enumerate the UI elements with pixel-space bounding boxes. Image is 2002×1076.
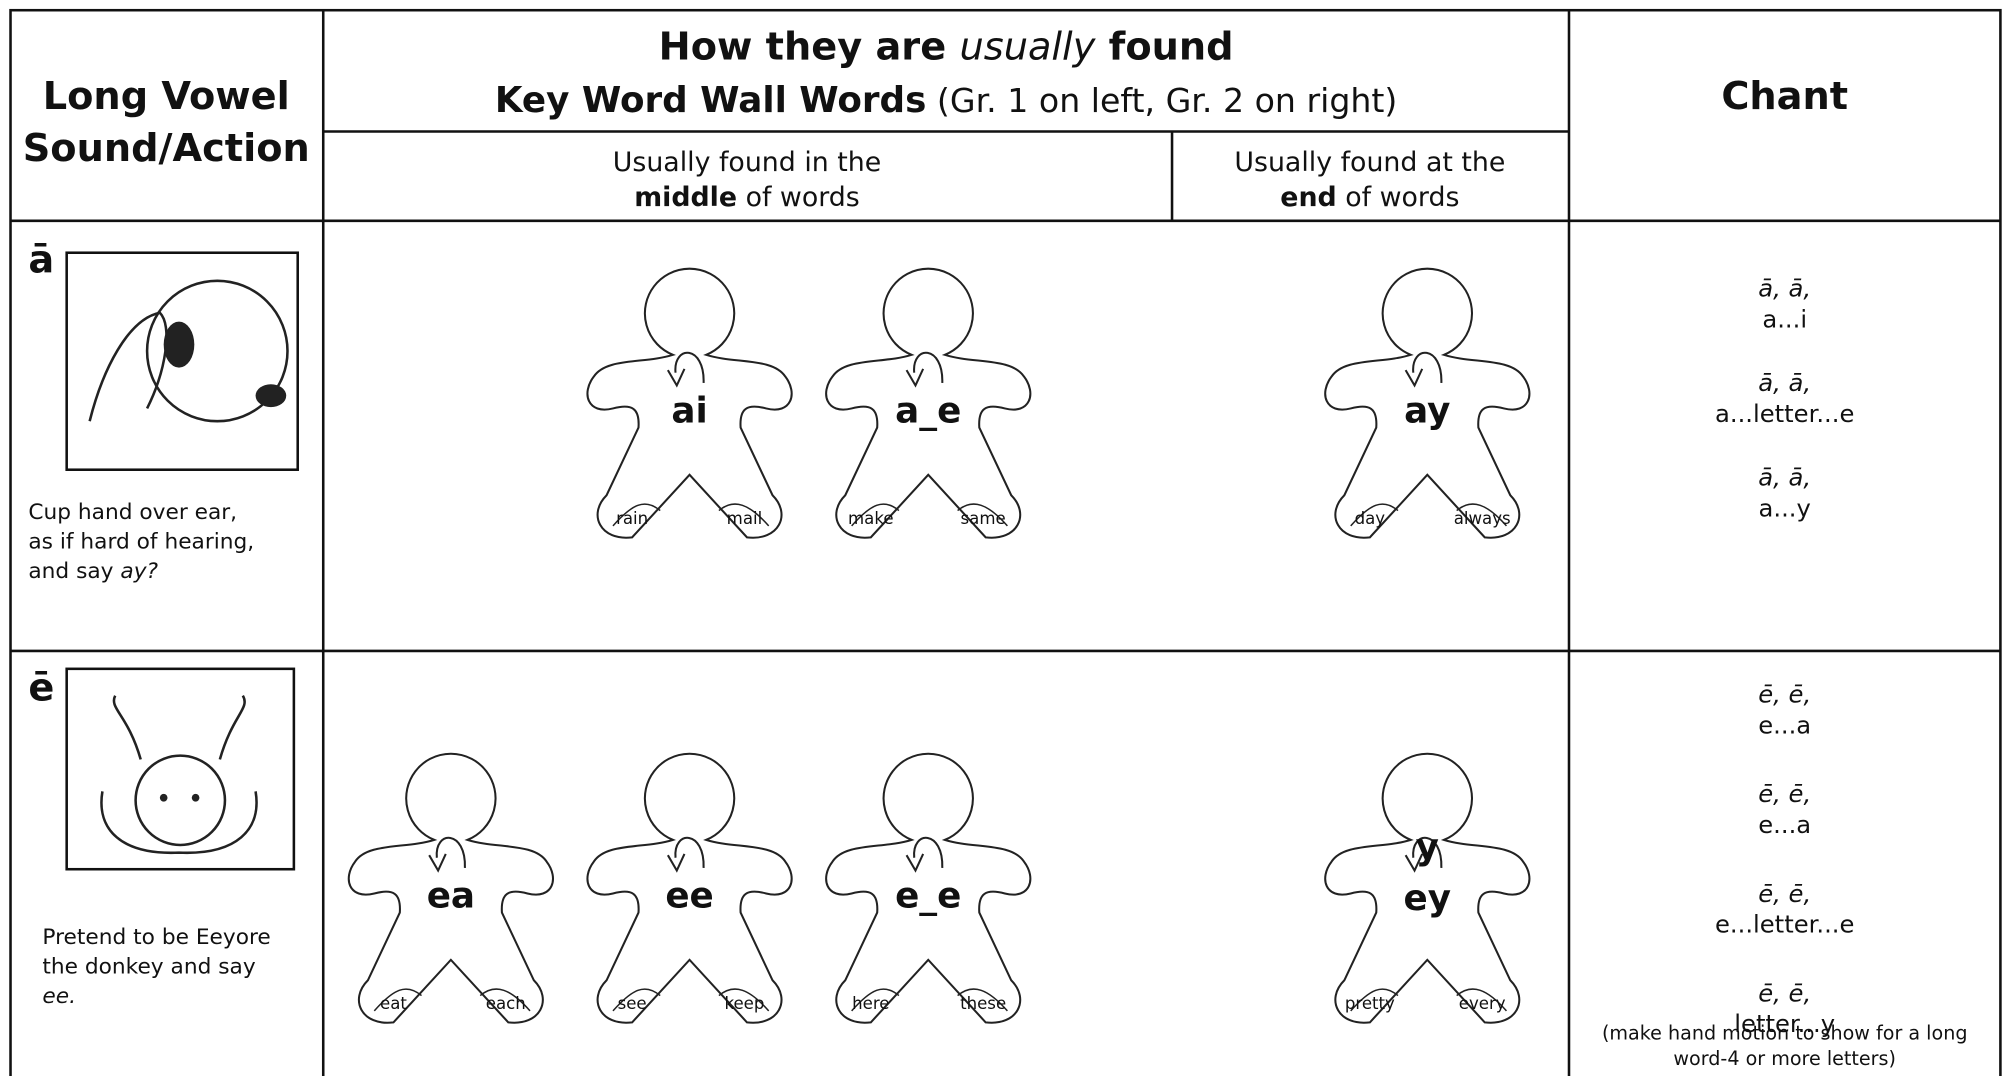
subtitle-bold: Key Word Wall Words <box>495 80 927 121</box>
gingerbread-card: ee see keep <box>586 752 793 1024</box>
spelling-pattern: e_e <box>895 875 961 916</box>
description-text: Cup hand over ear, <box>28 500 237 525</box>
column-header: Long Vowel <box>43 74 290 119</box>
word-wall-word: here <box>852 994 889 1013</box>
word-wall-word: make <box>848 509 894 528</box>
word-wall-word: every <box>1459 994 1506 1013</box>
spelling-pattern: y <box>1416 827 1439 868</box>
description-emphasis: ee. <box>42 984 76 1009</box>
chant-pattern: e...letter...e <box>1715 909 1854 938</box>
spelling-pattern: ea <box>427 875 475 916</box>
subheader-text: of words <box>1337 181 1460 212</box>
action-picture <box>65 251 299 471</box>
column-header: Chant <box>1721 74 1848 119</box>
spelling-pattern: ey <box>1404 878 1452 919</box>
action-description: and say ay? <box>28 559 158 584</box>
title-text: How they are <box>659 24 960 69</box>
chant-sound: ē, ē, <box>1758 680 1811 709</box>
chant-sound: ē, ē, <box>1758 879 1811 908</box>
description-text: the donkey and say <box>42 955 255 980</box>
title-emphasis: usually <box>960 24 1097 69</box>
word-wall-word: each <box>486 994 526 1013</box>
word-wall-word: day <box>1355 509 1386 528</box>
word-wall-word: these <box>960 994 1006 1013</box>
description-text: as if hard of hearing, <box>28 529 254 554</box>
subheader: Usually found in the <box>613 147 882 178</box>
description-text: and say <box>28 559 120 584</box>
subtitle-note: (Gr. 1 on left, Gr. 2 on right) <box>926 81 1397 120</box>
description-emphasis: ay? <box>120 559 158 584</box>
description-text: Pretend to be Eeyore <box>42 925 270 950</box>
table-grid <box>9 8 2002 1076</box>
chant-pattern: a...letter...e <box>1715 399 1854 428</box>
gingerbread-card: y ey pretty every <box>1324 752 1531 1024</box>
spelling-pattern: ay <box>1404 390 1450 431</box>
chant-sound: ē, ē, <box>1758 779 1811 808</box>
chant-sound: ā, ā, <box>1758 463 1811 492</box>
action-description: Cup hand over ear, <box>28 500 237 525</box>
word-wall-word: pretty <box>1345 994 1395 1013</box>
subheader-bold: end <box>1280 181 1336 212</box>
subheader: end of words <box>1280 181 1459 212</box>
spelling-pattern: ee <box>665 875 713 916</box>
word-wall-word: rain <box>616 509 648 528</box>
chant-note: word-4 or more letters) <box>1673 1047 1896 1070</box>
subheader: Usually found at the <box>1234 147 1505 178</box>
word-wall-word: same <box>961 509 1006 528</box>
chant-sound: ā, ā, <box>1758 274 1811 303</box>
chant-pattern: letter...y <box>1734 1009 1835 1038</box>
spelling-pattern: ai <box>671 390 707 431</box>
action-picture <box>65 667 296 871</box>
long-vowel: ē <box>28 665 54 710</box>
chant-sound: ā, ā, <box>1758 368 1811 397</box>
word-wall-word: mail <box>727 509 763 528</box>
spelling-pattern: a_e <box>895 390 961 431</box>
action-description: the donkey and say <box>42 955 255 980</box>
word-wall-word: eat <box>380 994 407 1013</box>
subheader-text: of words <box>737 181 860 212</box>
gingerbread-card: ay day always <box>1324 267 1531 539</box>
word-wall-word: always <box>1454 509 1511 528</box>
subheader-bold: middle <box>634 181 737 212</box>
word-wall-word: keep <box>724 994 764 1013</box>
subtitle: Key Word Wall Words (Gr. 1 on left, Gr. … <box>495 80 1398 121</box>
gingerbread-card: ai rain mail <box>586 267 793 539</box>
chant-pattern: a...y <box>1759 493 1811 522</box>
chant-pattern: e...a <box>1758 810 1811 839</box>
gingerbread-card: ea eat each <box>347 752 555 1024</box>
word-wall-word: see <box>618 994 647 1013</box>
chant-note: (make hand motion to show for a long <box>1602 1021 1968 1044</box>
title: How they are usually found <box>659 24 1234 69</box>
action-description: as if hard of hearing, <box>28 529 254 554</box>
chant-pattern: a...i <box>1762 304 1807 333</box>
action-description: Pretend to be Eeyore <box>42 925 270 950</box>
title-text: found <box>1095 24 1233 69</box>
chant-sound: ē, ē, <box>1758 978 1811 1007</box>
subheader: middle of words <box>634 181 860 212</box>
column-header: Sound/Action <box>23 126 310 171</box>
long-vowel: ā <box>28 237 54 282</box>
chant-pattern: e...a <box>1758 710 1811 739</box>
